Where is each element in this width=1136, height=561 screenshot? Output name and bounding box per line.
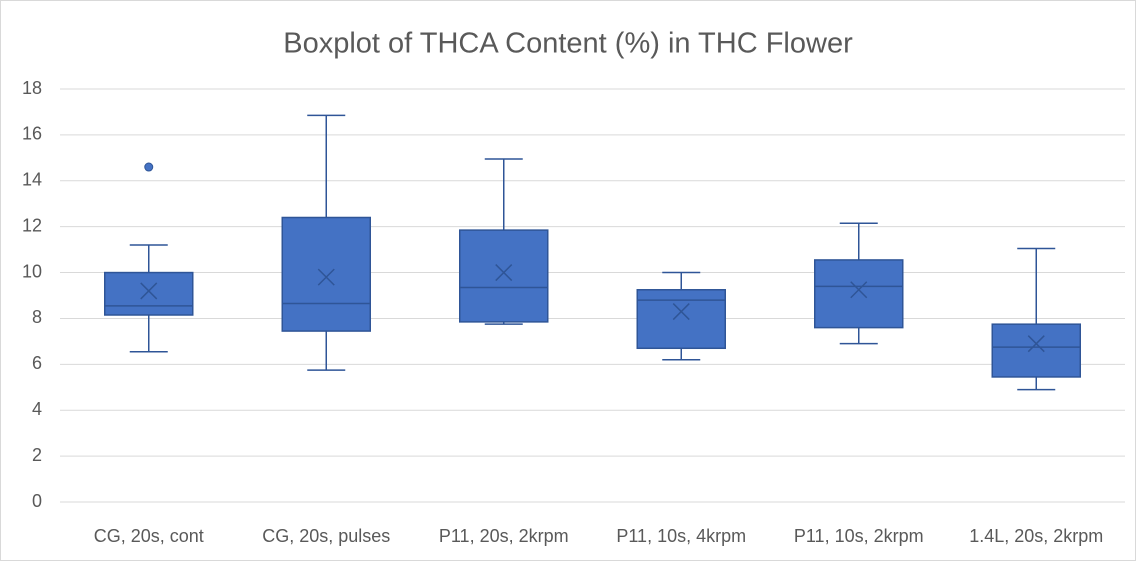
box [104,271,194,316]
x-tick-label: CG, 20s, pulses [262,526,390,546]
y-tick-label: 18 [22,78,42,98]
y-tick-label: 10 [22,261,42,281]
mean-marker [1027,335,1045,353]
box [991,323,1081,378]
x-tick-label: P11, 10s, 2krpm [794,526,924,546]
y-tick-label: 6 [32,353,42,373]
box [459,229,549,323]
box [281,216,371,332]
y-tick-label: 12 [22,215,42,235]
mean-marker [495,264,513,282]
box [636,289,726,350]
y-tick-label: 4 [32,399,42,419]
y-tick-label: 14 [22,170,42,190]
x-tick-label: CG, 20s, cont [94,526,204,546]
x-tick-label: P11, 20s, 2krpm [439,526,569,546]
mean-marker [672,303,690,321]
mean-marker [140,282,158,300]
y-tick-label: 0 [32,491,42,511]
y-tick-label: 16 [22,124,42,144]
y-tick-label: 2 [32,445,42,465]
x-tick-label: P11, 10s, 4krpm [616,526,746,546]
x-tick-label: 1.4L, 20s, 2krpm [969,526,1103,546]
chart-title: Boxplot of THCA Content (%) in THC Flowe… [283,28,853,60]
outlier [144,162,154,172]
mean-marker [850,281,868,299]
box [814,259,904,329]
mean-marker [317,268,335,286]
y-tick-label: 8 [32,307,42,327]
